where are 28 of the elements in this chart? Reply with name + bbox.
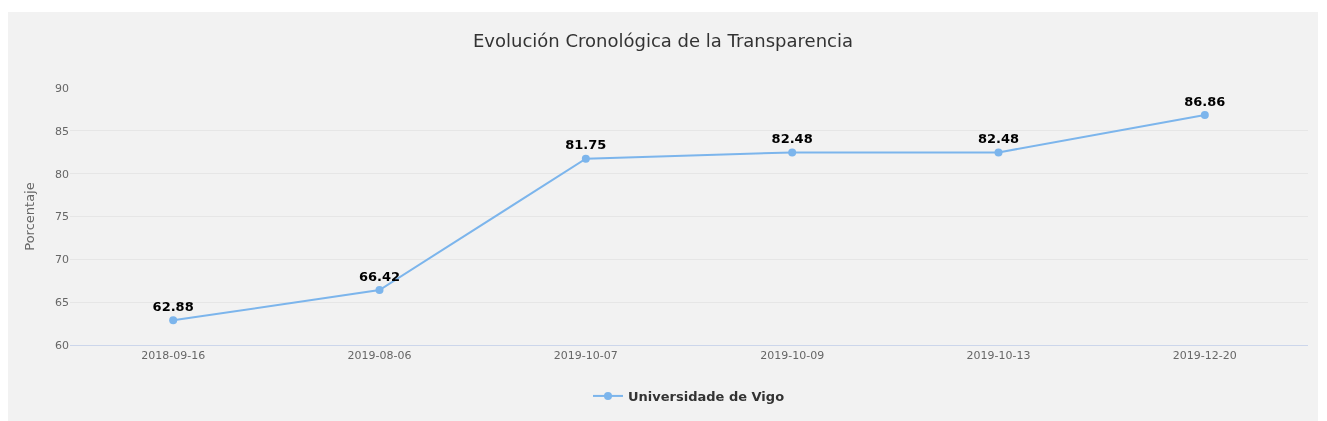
point	[1200, 110, 1209, 119]
y-axis-title: Porcentaje	[22, 182, 37, 251]
x-tick-label: 2019-10-13	[966, 349, 1031, 363]
x-tick-label: 2018-09-16	[141, 349, 206, 363]
y-tick-label: 80	[55, 167, 69, 181]
point	[169, 316, 178, 325]
point	[581, 154, 590, 163]
legend-label: Universidade de Vigo	[628, 389, 785, 404]
point	[788, 148, 797, 157]
x-tick-label: 2019-08-06	[347, 349, 412, 363]
y-tick-label: 60	[55, 338, 69, 352]
y-tick-label: 65	[55, 296, 69, 310]
y-tick-label: 70	[55, 253, 69, 267]
x-tick-label: 2019-10-09	[760, 349, 825, 363]
x-tick-label: 2019-10-07	[553, 349, 618, 363]
x-tick-label: 2019-12-20	[1172, 349, 1237, 363]
data-label: 82.48	[771, 131, 813, 147]
point	[994, 148, 1003, 157]
chart-title: Evolución Cronológica de la Transparencia	[473, 29, 853, 51]
data-label: 66.42	[358, 268, 401, 284]
data-label: 62.88	[152, 299, 194, 315]
data-label: 82.48	[977, 131, 1020, 147]
point	[375, 286, 384, 294]
y-tick-label: 85	[55, 124, 69, 138]
data-label: 86.86	[1184, 93, 1226, 109]
y-tick-label: 90	[55, 81, 69, 95]
data-label: 81.75	[565, 137, 607, 153]
y-tick-label: 75	[55, 210, 69, 224]
